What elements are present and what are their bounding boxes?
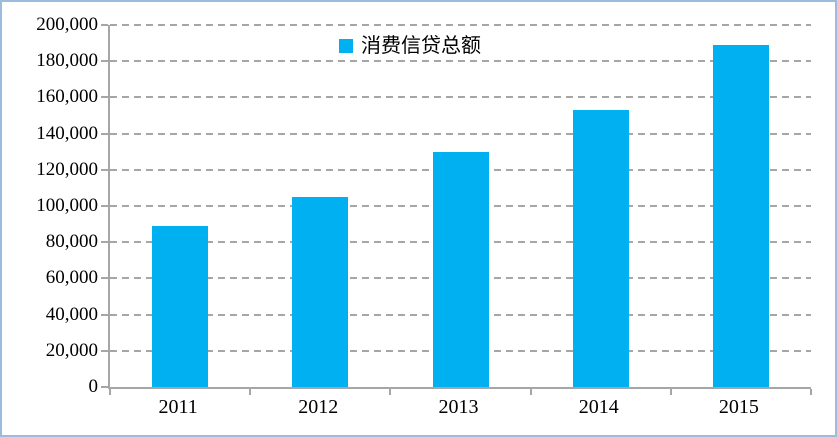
- x-axis-tick: [389, 389, 392, 395]
- y-axis-tick: [101, 277, 108, 280]
- y-axis-tick: [101, 386, 108, 388]
- y-axis-tick: [101, 205, 108, 207]
- bar-2012: [292, 196, 349, 387]
- bar-2011: [152, 225, 209, 387]
- x-axis-tick: [109, 389, 111, 395]
- legend-marker-icon: [339, 39, 353, 53]
- x-axis-tick: [669, 389, 672, 395]
- y-tick-label: 80,000: [45, 231, 98, 253]
- y-tick-label: 60,000: [45, 267, 98, 289]
- y-tick-label: 20,000: [45, 339, 98, 361]
- y-axis-tick: [101, 60, 108, 63]
- bar-series: [110, 25, 811, 387]
- y-axis-tick: [101, 96, 108, 99]
- bar-2013: [432, 151, 489, 387]
- y-tick-label: 160,000: [36, 86, 98, 108]
- x-tick-label: 2015: [718, 396, 759, 418]
- x-axis-tick: [249, 389, 252, 395]
- y-axis-tick: [101, 349, 108, 352]
- y-axis-tick: [101, 168, 108, 171]
- bar-slot: [671, 25, 811, 387]
- bar-slot: [250, 25, 390, 387]
- y-axis-tick: [101, 132, 108, 135]
- y-tick-label: 180,000: [36, 50, 98, 72]
- y-tick-label: 140,000: [36, 122, 98, 144]
- y-tick-label: 100,000: [36, 195, 98, 216]
- y-tick-label: 40,000: [45, 303, 98, 325]
- y-tick-label: 200,000: [36, 14, 98, 35]
- bar-slot: [390, 25, 530, 387]
- x-axis-tick: [529, 389, 532, 395]
- y-axis-tick: [101, 241, 108, 244]
- bar-slot: [110, 25, 250, 387]
- bar-2014: [572, 110, 629, 387]
- x-tick-label: 2013: [438, 396, 479, 418]
- x-axis-tick: [810, 389, 812, 395]
- y-axis-tick: [101, 24, 108, 26]
- y-axis-tick: [101, 313, 108, 316]
- legend-label: 消费信贷总额: [361, 35, 481, 57]
- y-tick-label: 120,000: [36, 158, 98, 180]
- bar-2015: [712, 44, 769, 387]
- y-tick-label: 0: [88, 376, 99, 397]
- plot-area: [101, 24, 812, 395]
- legend: 消费信贷总额: [333, 35, 487, 57]
- bar-slot: [531, 25, 671, 387]
- x-tick-label: 2014: [578, 396, 619, 418]
- x-tick-label: 2011: [158, 396, 198, 418]
- x-tick-label: 2012: [298, 396, 339, 418]
